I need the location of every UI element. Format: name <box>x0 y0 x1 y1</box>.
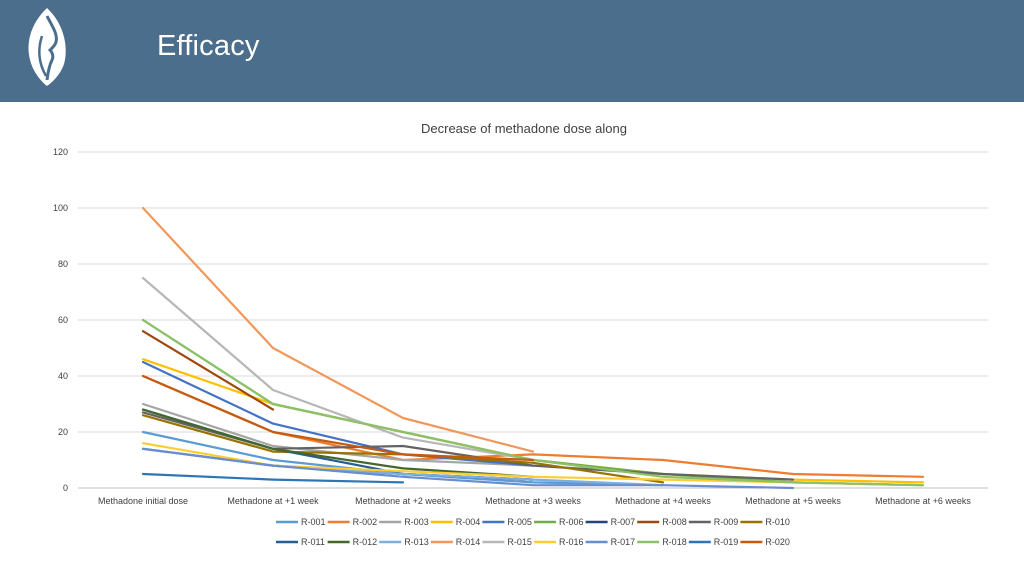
y-tick-label: 80 <box>58 259 68 269</box>
legend-item: R-002 <box>327 517 378 527</box>
legend-item: R-015 <box>482 537 532 547</box>
y-tick-label: 120 <box>53 147 68 157</box>
y-tick-label: 20 <box>58 427 68 437</box>
legend-label: R-006 <box>559 517 584 527</box>
legend-item: R-003 <box>379 517 429 527</box>
legend-label: R-013 <box>404 537 429 547</box>
legend-item: R-017 <box>585 537 636 547</box>
y-tick-label: 40 <box>58 371 68 381</box>
legend-label: R-004 <box>456 517 481 527</box>
y-tick-label: 60 <box>58 315 68 325</box>
series-line-r-008 <box>141 330 275 411</box>
legend-label: R-005 <box>507 517 532 527</box>
grid-lines <box>78 151 988 489</box>
slide-title: Efficacy <box>157 30 260 62</box>
x-category-label: Methadone at +5 weeks <box>745 496 841 506</box>
series-line-r-017 <box>141 447 795 490</box>
legend-item: R-014 <box>430 537 481 547</box>
series-line-r-005 <box>141 360 535 467</box>
legend-item: R-001 <box>276 517 326 527</box>
legend-item: R-012 <box>327 537 378 547</box>
legend-label: R-018 <box>662 537 687 547</box>
slide-header: Efficacy <box>0 0 1024 102</box>
series-line-r-020 <box>141 374 535 462</box>
x-category-label: Methadone at +1 week <box>227 496 319 506</box>
legend-label: R-002 <box>353 517 378 527</box>
legend-label: R-011 <box>301 537 325 547</box>
x-category-label: Methadone initial dose <box>98 496 188 506</box>
legend-item: R-020 <box>740 537 790 547</box>
legend-label: R-016 <box>559 537 584 547</box>
series-line-r-014 <box>141 206 535 453</box>
legend-label: R-014 <box>456 537 481 547</box>
legend-label: R-007 <box>611 517 636 527</box>
legend-label: R-019 <box>714 537 739 547</box>
legend-item: R-008 <box>637 517 687 527</box>
series-lines <box>141 206 925 490</box>
chart-title: Decrease of methadone dose along <box>421 121 627 136</box>
legend-item: R-016 <box>534 537 584 547</box>
legend-item: R-007 <box>585 517 636 527</box>
legend-label: R-020 <box>765 537 790 547</box>
series-line-r-019 <box>141 472 405 484</box>
legend-item: R-011 <box>276 537 325 547</box>
y-axis-ticks: 0 20 40 60 80 100 120 <box>53 147 68 493</box>
x-category-label: Methadone at +4 weeks <box>615 496 711 506</box>
legend-item: R-018 <box>637 537 687 547</box>
x-category-label: Methadone at +2 weeks <box>355 496 451 506</box>
legend-item: R-013 <box>379 537 429 547</box>
legend-label: R-010 <box>765 517 790 527</box>
legend-item: R-006 <box>534 517 584 527</box>
legend-label: R-012 <box>353 537 378 547</box>
leaf-face-logo-icon <box>28 8 66 86</box>
series-line-r-012 <box>141 408 535 478</box>
legend: R-001 R-002 R-003 R-004 R-005 R-006 R-007 R-008… <box>276 517 790 547</box>
legend-label: R-017 <box>611 537 636 547</box>
x-axis-categories: Methadone initial dose Methadone at +1 we… <box>98 496 971 506</box>
legend-label: R-015 <box>507 537 532 547</box>
legend-item: R-009 <box>688 517 739 527</box>
x-category-label: Methadone at +6 weeks <box>875 496 971 506</box>
legend-item: R-005 <box>482 517 532 527</box>
legend-item: R-010 <box>740 517 790 527</box>
y-tick-label: 0 <box>63 483 68 493</box>
legend-label: R-009 <box>714 517 739 527</box>
y-tick-label: 100 <box>53 203 68 213</box>
legend-label: R-008 <box>662 517 687 527</box>
line-chart: Decrease of methadone dose along 0 20 40 60… <box>53 121 988 547</box>
legend-item: R-004 <box>430 517 481 527</box>
x-category-label: Methadone at +3 weeks <box>485 496 581 506</box>
legend-label: R-001 <box>301 517 326 527</box>
series-line-r-015 <box>141 276 535 462</box>
legend-item: R-019 <box>688 537 739 547</box>
legend-label: R-003 <box>404 517 429 527</box>
